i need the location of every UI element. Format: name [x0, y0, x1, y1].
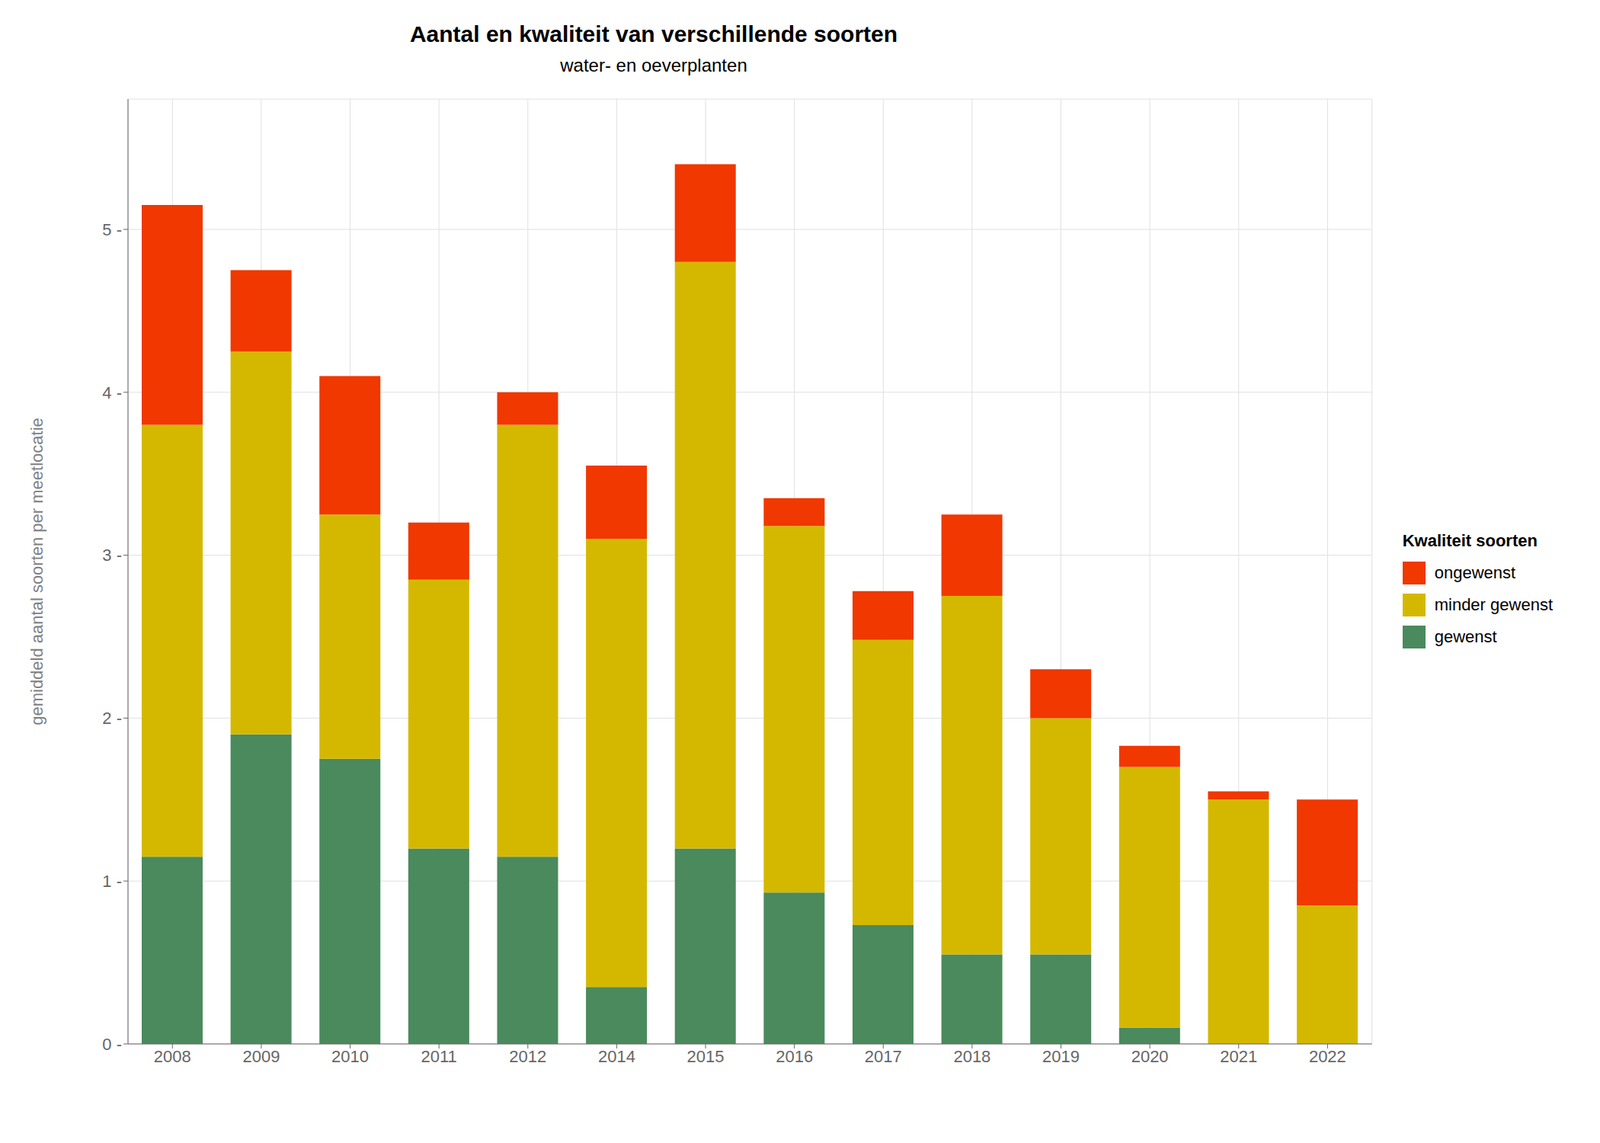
svg-text:2011: 2011: [421, 1046, 458, 1066]
svg-text:2014: 2014: [598, 1046, 636, 1066]
svg-text:2 -: 2 -: [102, 708, 122, 728]
svg-text:4 -: 4 -: [102, 383, 122, 403]
svg-text:0 -: 0 -: [102, 1034, 122, 1054]
svg-text:2008: 2008: [153, 1046, 192, 1066]
svg-text:2015: 2015: [687, 1046, 725, 1066]
svg-text:2020: 2020: [1131, 1046, 1169, 1066]
html-text:minder gewenst: minder gewenst: [1434, 595, 1553, 615]
svg-text:2012: 2012: [508, 1046, 547, 1066]
svg-text:2022: 2022: [1308, 1046, 1347, 1066]
svg-text:2019: 2019: [1042, 1046, 1080, 1066]
svg-text:2021: 2021: [1219, 1046, 1258, 1066]
svg-text:2017: 2017: [864, 1046, 903, 1066]
svg-text:gemiddeld aantal soorten per m: gemiddeld aantal soorten per meetlocatie: [27, 417, 47, 726]
svg-text:2016: 2016: [775, 1046, 813, 1066]
svg-text:2018: 2018: [953, 1046, 991, 1066]
svg-text:2010: 2010: [331, 1046, 369, 1066]
svg-text:1 -: 1 -: [102, 871, 122, 891]
svg-text:3 -: 3 -: [102, 545, 122, 565]
html-text:Aantal en kwaliteit van versch: Aantal en kwaliteit van verschillende so…: [409, 21, 898, 47]
html-text:ongewenst: ongewenst: [1434, 563, 1516, 583]
svg-text:2009: 2009: [242, 1046, 280, 1066]
svg-text:5 -: 5 -: [102, 220, 122, 240]
html-text:gewenst: gewenst: [1434, 627, 1497, 647]
html-text:Kwaliteit soorten: Kwaliteit soorten: [1402, 531, 1538, 551]
html-text:water- en oeverplanten: water- en oeverplanten: [560, 54, 748, 76]
